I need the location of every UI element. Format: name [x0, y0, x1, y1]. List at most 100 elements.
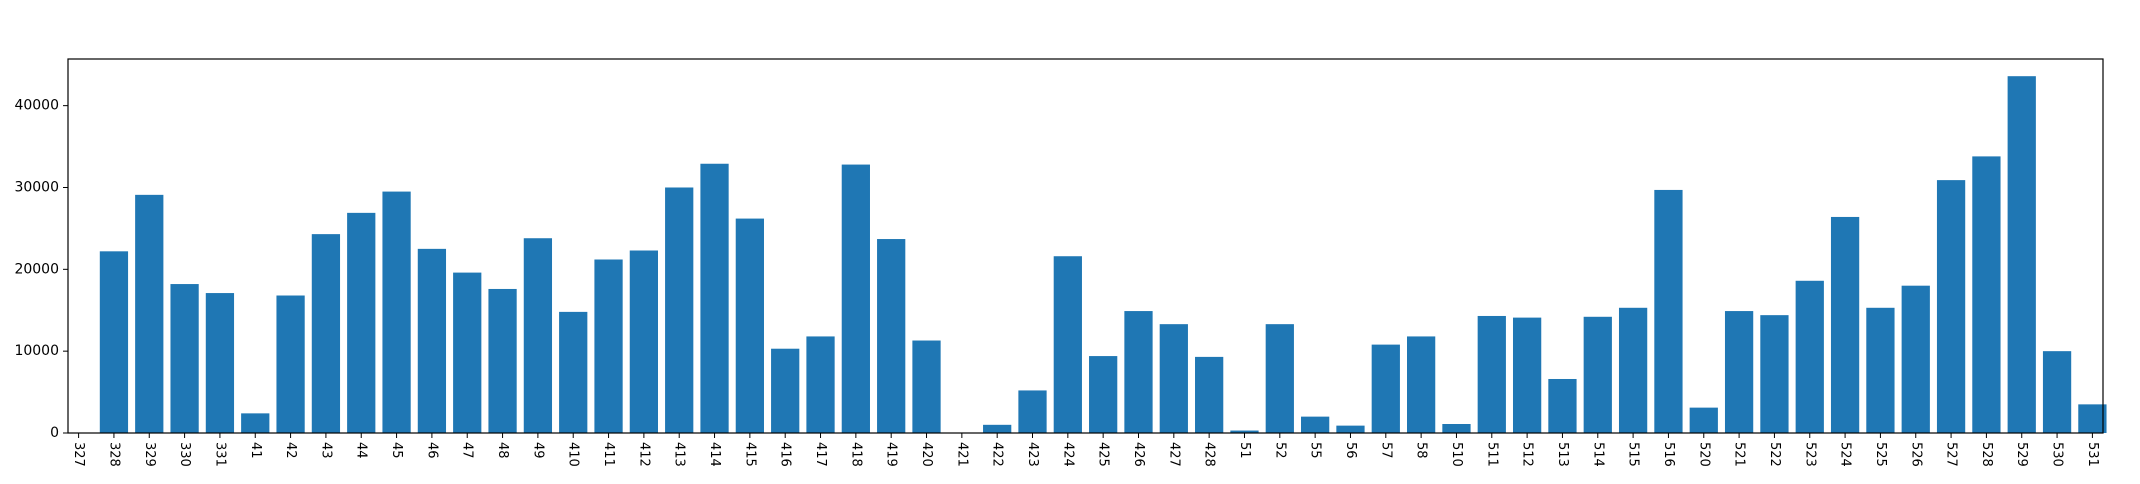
x-tick-label: 423 [1025, 442, 1040, 467]
bar-49 [523, 238, 553, 433]
x-tick-label: 327 [71, 442, 86, 467]
bar-515 [1618, 307, 1648, 433]
bars-layer [99, 76, 2107, 433]
y-tick-label: 40000 [14, 98, 59, 114]
bar-41 [241, 413, 270, 433]
x-axis: 327 328 329 330 331 41 42 43 44 45 46 47 48 49 410 411 4… [71, 433, 2100, 467]
x-tick-label: 510 [1449, 442, 1464, 467]
x-tick-label: 520 [1696, 442, 1711, 467]
bar-528 [1972, 156, 2001, 433]
y-axis: 0 10000 20000 30000 40000 [14, 98, 68, 441]
bar-427 [1159, 324, 1188, 433]
bar-416 [771, 348, 800, 433]
bar-43 [311, 234, 341, 433]
x-tick-label: 511 [1484, 442, 1499, 467]
bar-516 [1654, 189, 1683, 433]
bar-522 [1760, 315, 1789, 433]
bar-417 [806, 336, 835, 433]
bar-329 [135, 194, 164, 433]
x-tick-label: 43 [318, 442, 333, 459]
bar-47 [453, 272, 482, 433]
x-tick-label: 516 [1661, 442, 1676, 467]
bar-422 [983, 424, 1012, 433]
x-tick-label: 526 [1908, 442, 1923, 467]
x-tick-label: 530 [2050, 442, 2065, 467]
bar-412 [629, 250, 658, 433]
x-tick-label: 47 [460, 442, 475, 459]
bar-423 [1018, 390, 1047, 433]
bar-45 [382, 191, 411, 433]
bar-428 [1195, 356, 1224, 433]
plot-frame [67, 58, 2104, 434]
bar-57 [1371, 344, 1400, 433]
bar-530 [2042, 351, 2072, 433]
bar-420 [912, 340, 941, 433]
bar-526 [1901, 285, 1930, 433]
bar-531 [2078, 404, 2107, 433]
bar-523 [1795, 280, 1824, 433]
x-tick-label: 427 [1166, 442, 1181, 467]
x-tick-label: 418 [848, 442, 863, 467]
x-tick-label: 44 [354, 442, 369, 459]
x-tick-label: 414 [707, 442, 722, 467]
bar-55 [1301, 416, 1330, 433]
x-tick-label: 46 [424, 442, 439, 459]
x-tick-label: 413 [672, 442, 687, 467]
x-tick-label: 415 [742, 442, 757, 467]
bar-425 [1089, 356, 1118, 433]
bar-410 [559, 311, 588, 433]
bar-414 [700, 163, 729, 433]
x-tick-label: 524 [1838, 442, 1853, 467]
x-tick-label: 425 [1096, 442, 1111, 467]
bar-524 [1830, 216, 1860, 433]
x-tick-label: 55 [1308, 442, 1323, 459]
x-tick-label: 412 [636, 442, 651, 467]
x-tick-label: 522 [1767, 442, 1782, 467]
bar-42 [276, 295, 305, 433]
bar-51 [1230, 430, 1259, 433]
x-tick-label: 328 [106, 442, 121, 467]
bar-44 [347, 212, 376, 433]
bar-48 [488, 288, 517, 433]
bar-330 [170, 284, 199, 433]
y-tick-label: 10000 [14, 343, 59, 359]
bar-514 [1583, 316, 1612, 433]
bar-511 [1477, 315, 1506, 433]
x-tick-label: 417 [813, 442, 828, 467]
x-tick-label: 529 [2014, 442, 2029, 467]
x-tick-label: 422 [990, 442, 1005, 467]
bar-331 [205, 293, 235, 433]
x-tick-label: 528 [1979, 442, 1994, 467]
bar-424 [1053, 256, 1082, 433]
bar-521 [1724, 311, 1754, 433]
x-tick-label: 523 [1802, 442, 1817, 467]
x-tick-label: 329 [142, 442, 157, 467]
x-tick-label: 48 [495, 442, 510, 459]
x-tick-label: 410 [566, 442, 581, 467]
bar-529 [2007, 76, 2036, 433]
x-tick-label: 52 [1272, 442, 1287, 459]
bar-58 [1407, 336, 1436, 433]
bar-413 [665, 187, 694, 433]
bar-513 [1548, 378, 1577, 433]
y-tick-label: 30000 [14, 179, 59, 195]
bar-411 [594, 259, 623, 433]
x-tick-label: 45 [389, 442, 404, 459]
bar-46 [417, 248, 447, 433]
x-tick-label: 49 [530, 442, 545, 459]
x-tick-label: 57 [1378, 442, 1393, 459]
x-tick-label: 421 [954, 442, 969, 467]
y-tick-label: 20000 [14, 261, 59, 277]
bar-328 [99, 251, 129, 433]
x-tick-label: 527 [1944, 442, 1959, 467]
x-tick-label: 331 [212, 442, 227, 467]
bar-525 [1866, 307, 1895, 433]
x-tick-label: 424 [1060, 442, 1075, 467]
x-tick-label: 428 [1202, 442, 1217, 467]
bar-527 [1936, 180, 1966, 433]
x-tick-label: 51 [1237, 442, 1252, 459]
x-tick-label: 531 [2085, 442, 2100, 467]
bar-426 [1124, 311, 1153, 433]
